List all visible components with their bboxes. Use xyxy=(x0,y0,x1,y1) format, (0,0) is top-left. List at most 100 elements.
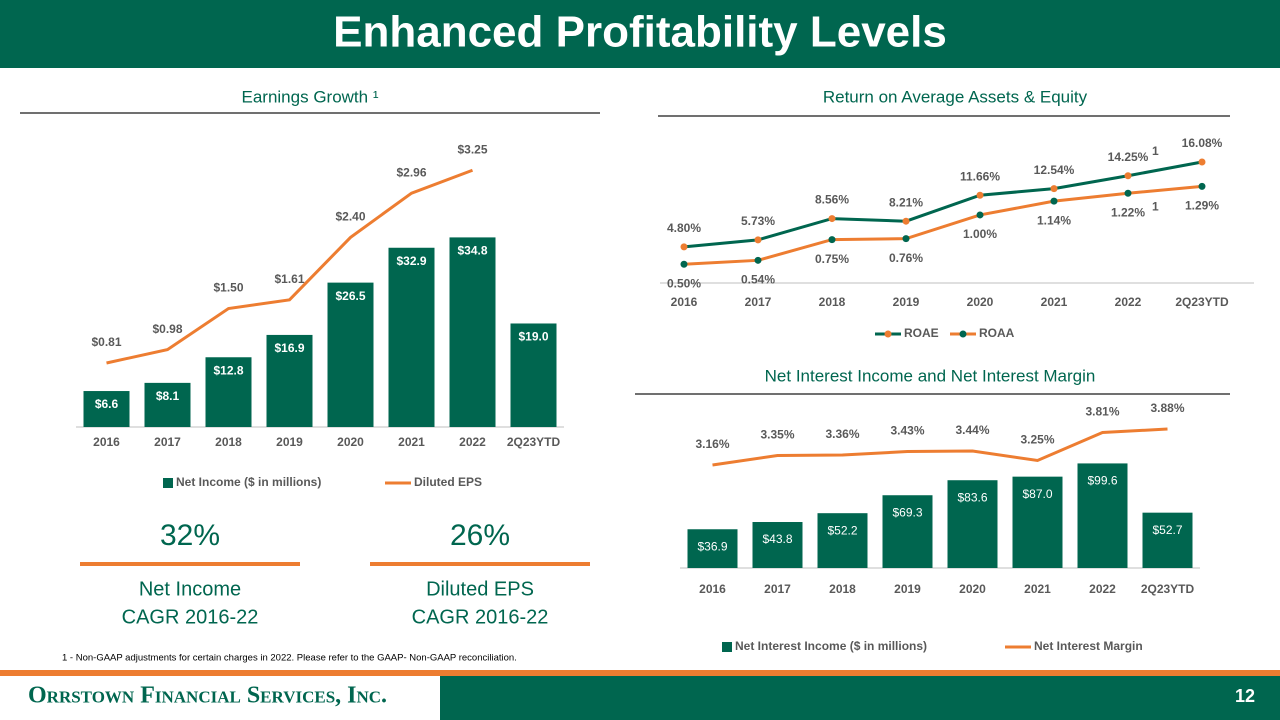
bar xyxy=(1012,476,1063,568)
x-tick-label: 2018 xyxy=(819,295,846,309)
x-tick-label: 2019 xyxy=(276,435,303,449)
logo-box xyxy=(0,676,440,720)
bar xyxy=(817,513,868,568)
annotation: 1 xyxy=(1152,144,1159,158)
x-tick-label: 2020 xyxy=(337,435,364,449)
stat-label: Net Income xyxy=(139,578,241,600)
bar xyxy=(83,391,130,427)
legend-label: ROAE xyxy=(904,326,939,340)
line-value-label: $3.25 xyxy=(457,142,487,156)
bar xyxy=(947,480,998,568)
stat-label: Diluted EPS xyxy=(426,578,534,600)
bar xyxy=(687,529,738,568)
line-marker xyxy=(902,235,910,243)
page-number: 12 xyxy=(1235,686,1255,706)
line-value-label: 0.50% xyxy=(667,276,701,290)
bar xyxy=(1142,512,1193,568)
line-value-label: $0.98 xyxy=(152,322,182,336)
line-value-label: $2.96 xyxy=(396,165,426,179)
line-marker xyxy=(1050,185,1058,193)
footer-rule xyxy=(0,670,1280,676)
line-value-label: 8.56% xyxy=(815,193,849,207)
line-marker xyxy=(976,211,984,219)
bar xyxy=(1077,463,1128,568)
line-value-label: 3.43% xyxy=(890,424,924,438)
line-value-label: 1.22% xyxy=(1111,205,1145,219)
bar-value-label: $52.7 xyxy=(1152,523,1182,537)
line-value-label: 3.88% xyxy=(1150,401,1184,415)
line-marker xyxy=(1050,197,1058,205)
company-logo: Orrstown Financial Services, Inc. xyxy=(28,683,387,709)
bar xyxy=(266,334,313,427)
line-value-label: 12.54% xyxy=(1034,163,1075,177)
bar-value-label: $52.2 xyxy=(827,523,857,537)
bar-value-label: $8.1 xyxy=(156,389,180,403)
x-tick-label: 2021 xyxy=(1024,582,1051,596)
x-tick-label: 2Q23YTD xyxy=(1141,582,1195,596)
stat-value: 32% xyxy=(160,519,220,552)
line-series xyxy=(683,184,1203,266)
line-value-label: $1.50 xyxy=(213,281,243,295)
line-value-label: 1.00% xyxy=(963,227,997,241)
legend-label: Net Interest Income ($ in millions) xyxy=(735,639,927,653)
legend-marker xyxy=(959,330,967,338)
x-tick-label: 2Q23YTD xyxy=(507,435,561,449)
line-value-label: $2.40 xyxy=(335,210,365,224)
legend-label: Diluted EPS xyxy=(414,475,482,489)
line-value-label: 1.14% xyxy=(1037,213,1071,227)
x-tick-label: 2016 xyxy=(93,435,120,449)
x-tick-label: 2016 xyxy=(671,295,698,309)
bar-value-label: $32.9 xyxy=(396,254,426,268)
line-value-label: 3.25% xyxy=(1020,433,1054,447)
legend-marker xyxy=(884,330,892,338)
x-tick-label: 2022 xyxy=(1115,295,1142,309)
x-tick-label: 2022 xyxy=(1089,582,1116,596)
line-value-label: $1.61 xyxy=(274,272,304,286)
bar xyxy=(752,522,803,568)
line-marker xyxy=(754,256,762,264)
bar-value-label: $26.5 xyxy=(335,289,365,303)
legend-swatch xyxy=(722,642,732,652)
chart-title: Return on Average Assets & Equity xyxy=(823,87,1088,106)
header-bar xyxy=(0,0,1280,68)
line-marker xyxy=(828,236,836,244)
annotation: 1 xyxy=(1152,199,1159,213)
line-value-label: 16.08% xyxy=(1182,136,1223,150)
line-marker xyxy=(680,243,688,251)
bar xyxy=(388,247,435,427)
line-value-label: 5.73% xyxy=(741,214,775,228)
line-value-label: 3.81% xyxy=(1085,405,1119,419)
bar-value-label: $12.8 xyxy=(213,363,243,377)
line-marker xyxy=(902,217,910,225)
line-marker xyxy=(1124,172,1132,180)
line-value-label: 11.66% xyxy=(960,169,1000,183)
bar xyxy=(882,495,933,568)
bar-value-label: $34.8 xyxy=(457,244,487,258)
bar xyxy=(144,382,191,427)
line-value-label: 4.80% xyxy=(667,221,701,235)
line-value-label: $0.81 xyxy=(91,335,121,349)
line-marker xyxy=(754,236,762,244)
line-value-label: 3.35% xyxy=(760,428,794,442)
line-marker xyxy=(680,260,688,268)
legend-label: Net Interest Margin xyxy=(1034,639,1143,653)
bar xyxy=(327,282,374,427)
x-tick-label: 2018 xyxy=(829,582,856,596)
x-tick-label: 2Q23YTD xyxy=(1175,295,1229,309)
stat-value: 26% xyxy=(450,519,510,552)
stat-label: CAGR 2016-22 xyxy=(122,606,259,628)
x-tick-label: 2022 xyxy=(459,435,486,449)
x-tick-label: 2018 xyxy=(215,435,242,449)
line-value-label: 0.54% xyxy=(741,272,775,286)
legend-swatch xyxy=(163,478,173,488)
line-value-label: 3.16% xyxy=(695,437,729,451)
bar-value-label: $36.9 xyxy=(697,539,727,553)
bar-value-label: $87.0 xyxy=(1022,487,1052,501)
stat-label: CAGR 2016-22 xyxy=(412,606,549,628)
line-marker xyxy=(828,215,836,223)
x-tick-label: 2019 xyxy=(893,295,920,309)
footnote: 1 - Non-GAAP adjustments for certain cha… xyxy=(62,653,517,664)
line-marker xyxy=(1198,182,1206,190)
line-value-label: 3.44% xyxy=(955,423,989,437)
